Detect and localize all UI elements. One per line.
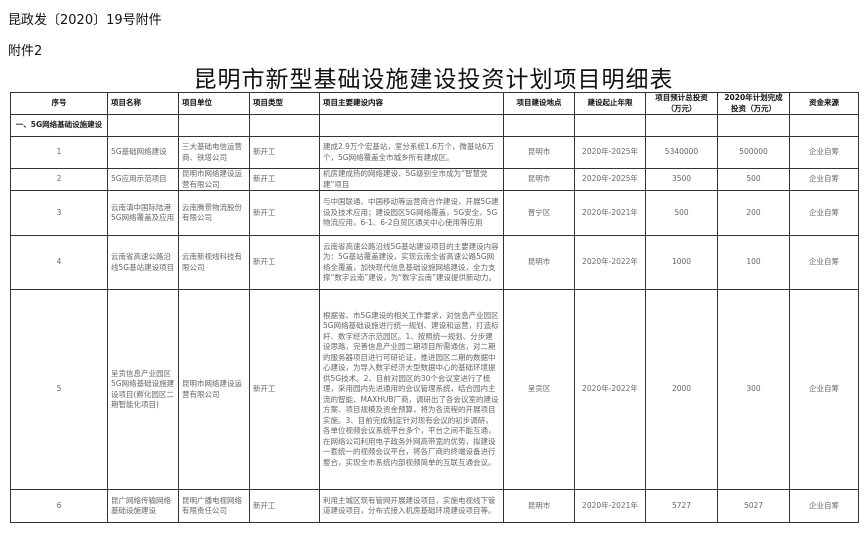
cell-name: 云南省高速公路沿线5G基站建设项目 — [107, 235, 179, 290]
cell-no: 5 — [10, 289, 108, 490]
cell-type: 新开工 — [249, 168, 320, 191]
cell-fund: 企业自筹 — [789, 168, 859, 191]
section-title: 一、5G网络基础设施建设 — [10, 114, 108, 137]
cell-unit: 三大基础电信运营商、铁塔公司 — [178, 136, 250, 169]
cell-no: 1 — [10, 136, 108, 169]
cell-fund: 企业自筹 — [789, 190, 859, 236]
cell-total: 2000 — [645, 289, 718, 490]
empty-cell — [717, 114, 790, 137]
cell-no: 3 — [10, 190, 108, 236]
cell-location: 昆明市 — [503, 168, 575, 191]
cell-period: 2020年-2025年 — [574, 136, 646, 169]
cell-fund: 企业自筹 — [789, 489, 859, 523]
cell-location: 呈贡区 — [503, 289, 575, 490]
col-header-name: 项目名称 — [107, 92, 179, 115]
empty-cell — [107, 114, 179, 137]
col-header-fund: 资金来源 — [789, 92, 859, 115]
cell-plan2020: 200 — [717, 190, 790, 236]
empty-cell — [178, 114, 250, 137]
cell-type: 新开工 — [249, 136, 320, 169]
cell-period: 2020年-2021年 — [574, 489, 646, 523]
col-header-unit: 项目单位 — [178, 92, 250, 115]
cell-fund: 企业自筹 — [789, 289, 859, 490]
cell-period: 2020年-2022年 — [574, 289, 646, 490]
cell-unit: 云南腾景物流股份有限公司 — [178, 190, 250, 236]
cell-name: 5G应用示范项目 — [107, 168, 179, 191]
empty-cell — [789, 114, 859, 137]
cell-type: 新开工 — [249, 489, 320, 523]
col-header-type: 项目类型 — [249, 92, 320, 115]
cell-name: 呈贡信息产业园区5G网络基础设施建设项目(孵化园区二期智能化项目) — [107, 289, 179, 490]
table-row: 5 呈贡信息产业园区5G网络基础设施建设项目(孵化园区二期智能化项目) 昆明市网络建… — [10, 289, 859, 490]
cell-content: 根据省、市5G建设的相关工作要求，对信息产业园区5G网络基础设施进行统一规划、建… — [319, 289, 504, 490]
cell-content: 建成2.9万个宏基站，室分系统1.6万个，微基站6万个，5G网络覆盖全市城乡所有… — [319, 136, 504, 169]
cell-content: 机房建成热的网络建设、5G级别全市成为“智慧党建”项目 — [319, 168, 504, 191]
empty-cell — [574, 114, 646, 137]
cell-total: 5340000 — [645, 136, 718, 169]
table-row: 1 5G基础网络建设 三大基础电信运营商、铁塔公司 新开工 建成2.9万个宏基站，室分系… — [10, 136, 859, 169]
cell-plan2020: 5027 — [717, 489, 790, 523]
project-table: 序号 项目名称 项目单位 项目类型 项目主要建设内容 项目建设地点 建设起止年限… — [10, 92, 859, 523]
col-header-total: 项目预计总投资（万元） — [645, 92, 718, 115]
page-title: 昆明市新型基础设施建设投资计划项目明细表 — [193, 67, 674, 93]
section-row: 一、5G网络基础设施建设 — [10, 114, 859, 137]
header-row: 序号 项目名称 项目单位 项目类型 项目主要建设内容 项目建设地点 建设起止年限… — [10, 92, 859, 115]
cell-location: 晋宁区 — [503, 190, 575, 236]
cell-fund: 企业自筹 — [789, 136, 859, 169]
cell-unit: 云南新视线科技有限公司 — [178, 235, 250, 290]
cell-name: 云南滇中国际陆港5G网络覆盖及应用 — [107, 190, 179, 236]
cell-no: 2 — [10, 168, 108, 191]
cell-location: 昆明市 — [503, 489, 575, 523]
table-row: 3 云南滇中国际陆港5G网络覆盖及应用 云南腾景物流股份有限公司 新开工 与中国联通、中… — [10, 190, 859, 236]
cell-plan2020: 500000 — [717, 136, 790, 169]
attachment-label: 附件2 — [8, 44, 43, 59]
cell-total: 500 — [645, 190, 718, 236]
col-header-location: 项目建设地点 — [503, 92, 575, 115]
cell-content: 与中国联通、中国移动等运营商合作建设，开展5G建设及技术应用；建设园区5G网络覆… — [319, 190, 504, 236]
col-header-period: 建设起止年限 — [574, 92, 646, 115]
cell-location: 昆明市 — [503, 235, 575, 290]
cell-location: 昆明市 — [503, 136, 575, 169]
cell-unit: 昆明市网络建设运营有限公司 — [178, 168, 250, 191]
cell-period: 2020年-2022年 — [574, 235, 646, 290]
cell-unit: 昆明市网络建设运营有限公司 — [178, 289, 250, 490]
table-row: 4 云南省高速公路沿线5G基站建设项目 云南新视线科技有限公司 新开工 云南省高速公路沿… — [10, 235, 859, 290]
empty-cell — [503, 114, 575, 137]
col-header-plan2020: 2020年计划完成投资（万元） — [717, 92, 790, 115]
cell-total: 3500 — [645, 168, 718, 191]
empty-cell — [645, 114, 718, 137]
cell-type: 新开工 — [249, 235, 320, 290]
cell-unit: 昆明广播电视网络有限责任公司 — [178, 489, 250, 523]
col-header-no: 序号 — [10, 92, 108, 115]
cell-name: 昆广网络传输网络基础设施建设 — [107, 489, 179, 523]
empty-cell — [249, 114, 320, 137]
document-reference: 昆政发〔2020〕19号附件 — [8, 13, 162, 28]
cell-content: 云南省高速公路沿线5G基站建设项目的主要建设内容为：5G基站覆盖建设，实现云南全… — [319, 235, 504, 290]
cell-plan2020: 100 — [717, 235, 790, 290]
table-row: 2 5G应用示范项目 昆明市网络建设运营有限公司 新开工 机房建成热的网络建设、5G级别… — [10, 168, 859, 191]
cell-type: 新开工 — [249, 190, 320, 236]
cell-name: 5G基础网络建设 — [107, 136, 179, 169]
cell-total: 5727 — [645, 489, 718, 523]
cell-fund: 企业自筹 — [789, 235, 859, 290]
cell-type: 新开工 — [249, 289, 320, 490]
cell-period: 2020年-2025年 — [574, 168, 646, 191]
cell-no: 4 — [10, 235, 108, 290]
cell-period: 2020年-2021年 — [574, 190, 646, 236]
empty-cell — [319, 114, 504, 137]
cell-content: 利用主城区现有管网开展建设项目，实施电视线下管道建设项目，分布式接入机房基础环境… — [319, 489, 504, 523]
cell-plan2020: 300 — [717, 289, 790, 490]
table-row: 6 昆广网络传输网络基础设施建设 昆明广播电视网络有限责任公司 新开工 利用主城区现有管… — [10, 489, 859, 523]
cell-no: 6 — [10, 489, 108, 523]
col-header-content: 项目主要建设内容 — [319, 92, 504, 115]
cell-plan2020: 500 — [717, 168, 790, 191]
cell-total: 1000 — [645, 235, 718, 290]
